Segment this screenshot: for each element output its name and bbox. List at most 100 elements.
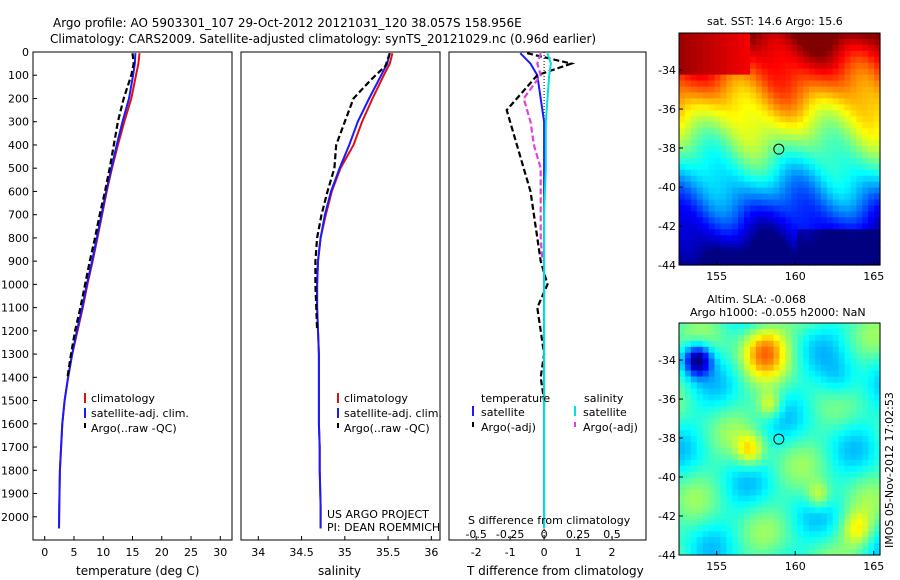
map-cell — [690, 229, 698, 236]
map-cell — [850, 388, 857, 395]
map-cell — [773, 471, 781, 479]
map-cell — [850, 146, 857, 153]
map-cell — [732, 110, 739, 117]
map-cell — [820, 62, 828, 70]
map-cell — [773, 140, 781, 147]
map-cell — [826, 412, 834, 419]
map-cell — [874, 501, 881, 509]
map-cell — [720, 424, 727, 431]
map-cell — [773, 199, 781, 207]
map-cell — [726, 223, 733, 230]
map-cell — [720, 400, 727, 407]
map-cell — [850, 134, 857, 141]
map-cell — [844, 323, 852, 330]
map-cell — [773, 447, 781, 455]
map-cell — [720, 116, 727, 123]
map-cell — [826, 193, 834, 201]
map-cell — [679, 323, 686, 330]
map-cell — [684, 382, 692, 390]
map-cell — [720, 86, 727, 94]
map-cell — [690, 241, 698, 248]
map-cell — [690, 477, 698, 485]
map-cell — [679, 519, 686, 526]
map-cell — [702, 418, 710, 425]
map-cell — [761, 140, 769, 147]
map-cell — [761, 44, 769, 52]
map-cell — [803, 38, 810, 46]
x-tick-label: -2 — [471, 546, 482, 559]
map-cell — [708, 253, 716, 260]
map-cell — [726, 229, 733, 236]
map-cell — [744, 98, 751, 105]
map-cell — [744, 483, 751, 491]
map-cell — [809, 110, 816, 117]
map-cell — [696, 388, 704, 395]
map-cell — [814, 128, 822, 135]
map-cell — [726, 193, 733, 201]
map-cell — [785, 459, 792, 467]
map-cell — [773, 104, 781, 111]
map-cell — [708, 323, 716, 330]
map-cell — [749, 187, 757, 195]
header-line1: Argo profile: AO 5903301_107 29-Oct-2012… — [53, 16, 522, 30]
map-cell — [714, 211, 721, 219]
map-cell — [749, 33, 757, 40]
map-cell — [702, 453, 710, 461]
sla-map-title-1: Altim. SLA: -0.068 — [707, 293, 806, 306]
map-cell — [838, 400, 846, 407]
map-cell — [702, 98, 710, 105]
x-top-tick-label: 0 — [541, 528, 548, 541]
map-cell — [773, 489, 781, 497]
map-cell — [726, 259, 733, 266]
map-cell — [809, 169, 816, 177]
map-cell — [785, 229, 792, 236]
map-cell — [738, 549, 745, 556]
map-cell — [684, 495, 692, 503]
map-cell — [838, 175, 846, 183]
map-cell — [767, 340, 775, 348]
map-cell — [832, 406, 840, 413]
map-cell — [814, 98, 822, 105]
map-cell — [862, 400, 869, 407]
map-cell — [791, 86, 798, 94]
map-cell — [690, 459, 698, 467]
map-cell — [773, 364, 781, 372]
map-cell — [844, 364, 852, 372]
map-cell — [803, 334, 810, 342]
map-cell — [773, 169, 781, 177]
map-cell — [826, 223, 834, 230]
map-cell — [797, 134, 804, 141]
map-cell — [720, 163, 727, 171]
y-tick-label: 2000 — [1, 511, 29, 524]
map-cell — [779, 430, 787, 437]
map-cell — [862, 199, 869, 207]
map-cell — [797, 549, 804, 556]
map-cell — [809, 259, 816, 266]
map-cell — [844, 477, 852, 485]
map-cell — [791, 388, 798, 395]
map-cell — [755, 453, 763, 461]
map-cell — [785, 175, 792, 183]
map-cell — [779, 38, 787, 46]
map-cell — [868, 537, 875, 544]
map-cell — [714, 447, 721, 455]
map-cell — [850, 169, 857, 177]
map-cell — [679, 181, 686, 189]
map-cell — [779, 501, 787, 509]
map-cell — [702, 74, 710, 82]
map-cell — [844, 163, 852, 171]
x-tick-label: 5 — [70, 546, 77, 559]
map-cell — [826, 376, 834, 384]
map-cell — [820, 394, 828, 401]
map-cell — [755, 169, 763, 177]
map-cell — [850, 151, 857, 159]
map-cell — [690, 424, 698, 431]
map-cell — [797, 110, 804, 117]
map-cell — [850, 328, 857, 336]
map-cell — [749, 80, 757, 88]
map-cell — [738, 187, 745, 195]
map-cell — [797, 229, 804, 236]
map-cell — [803, 259, 810, 266]
map-cell — [832, 346, 840, 354]
map-cell — [732, 229, 739, 236]
